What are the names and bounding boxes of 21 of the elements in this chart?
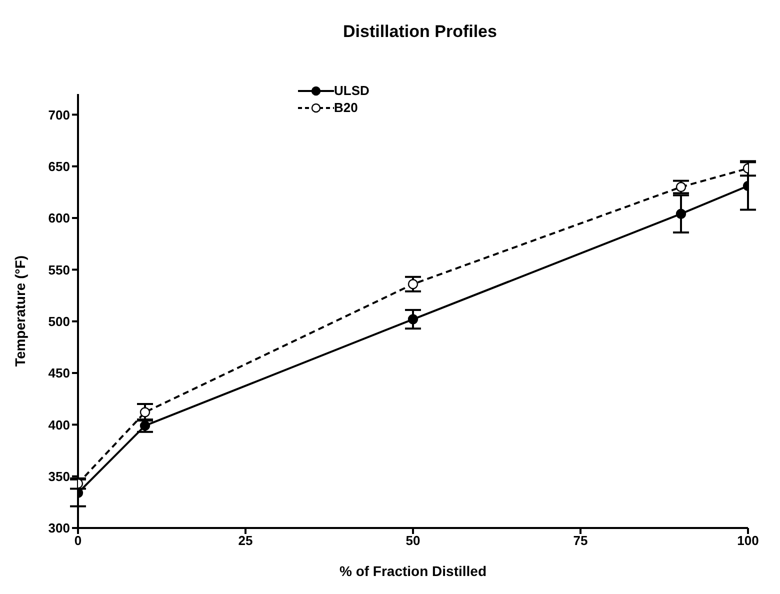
legend-label: B20: [334, 100, 358, 115]
x-tick-label: 25: [238, 533, 253, 548]
y-tick-label: 400: [48, 417, 70, 432]
y-tick-label: 450: [48, 366, 70, 381]
chart-title: Distillation Profiles: [342, 21, 498, 43]
x-tick-label: 75: [573, 533, 588, 548]
y-tick-label: 500: [48, 314, 70, 329]
y-tick-label: 600: [48, 210, 70, 226]
x-tick-label: 50: [406, 533, 420, 548]
y-tick-label: 300: [48, 520, 70, 536]
x-axis-title: % of Fraction Distilled: [339, 563, 487, 579]
y-tick-label: 700: [48, 107, 70, 122]
x-tick-label: 0: [74, 533, 82, 548]
point: [408, 314, 418, 324]
y-tick-label: 550: [48, 262, 70, 278]
y-axis-title: Temperature (°F): [12, 255, 28, 367]
y-tick-label: 350: [48, 468, 70, 484]
point: [408, 279, 418, 290]
x-tick-label: 100: [737, 533, 759, 548]
y-tick-label: 650: [48, 158, 70, 174]
legend-label: ULSD: [334, 83, 370, 98]
